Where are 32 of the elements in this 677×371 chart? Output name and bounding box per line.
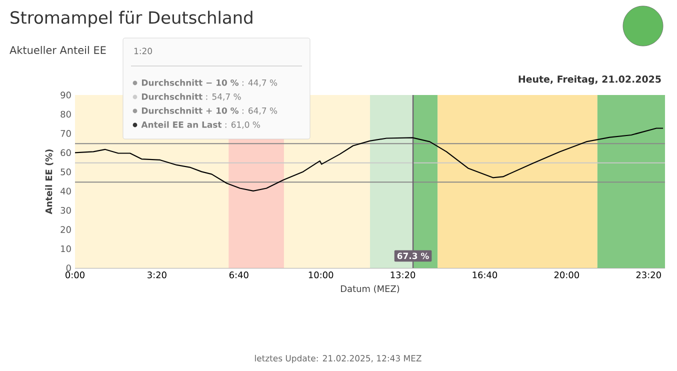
y-tick-label: 20 [60, 226, 71, 233]
x-tick-label: 13:20 [390, 272, 416, 278]
text: Heute, Freitag, 21.02.2025 [518, 75, 661, 85]
text: 1:20 [134, 48, 152, 54]
line-series [74, 128, 664, 192]
annotation: Durchschnitt : 54,7 % [142, 93, 241, 101]
y-tick-label: 90 [60, 92, 71, 98]
y-tick-label: 10 [61, 245, 71, 252]
text: letztes Update: 21.02.2025, 12:43 MEZ [255, 354, 422, 364]
x-axis-title: Datum (MEZ) [341, 285, 400, 294]
x-tick-label: 10:00 [308, 272, 334, 278]
x-tick-label: 23:20 [636, 272, 661, 278]
y-tick-label: 60 [60, 149, 71, 156]
chart-subtitle: Aktueller Anteil EE [10, 46, 106, 54]
chart-title: Stromampel für Deutschland [10, 10, 252, 28]
y-tick-label: 80 [60, 110, 71, 118]
annotation: : 61,0 % [225, 121, 260, 129]
y-tick-label: 50 [60, 168, 71, 176]
y-tick-label: 70 [60, 130, 71, 137]
text: Durchschnitt − 10 % : 44,7 % [142, 79, 278, 87]
annotation: Durchschnitt + 10 % : 64,7 % [142, 107, 278, 115]
x-tick-label: 3:20 [148, 272, 166, 278]
annotation: 67.3 % [397, 252, 429, 260]
x-tick-label: 0:00 [66, 272, 84, 278]
y-tick-label: 40 [60, 188, 71, 194]
y-axis-title: Anteil EE (%) [45, 150, 54, 214]
text: Anteil EE an Last [141, 121, 222, 128]
x-tick-label: 6:40 [229, 272, 248, 278]
x-tick-label: 20:00 [554, 272, 579, 278]
y-tick-label: 30 [60, 206, 71, 214]
x-tick-label: 16:40 [472, 272, 498, 278]
y-tick-label: 0 [66, 264, 71, 272]
